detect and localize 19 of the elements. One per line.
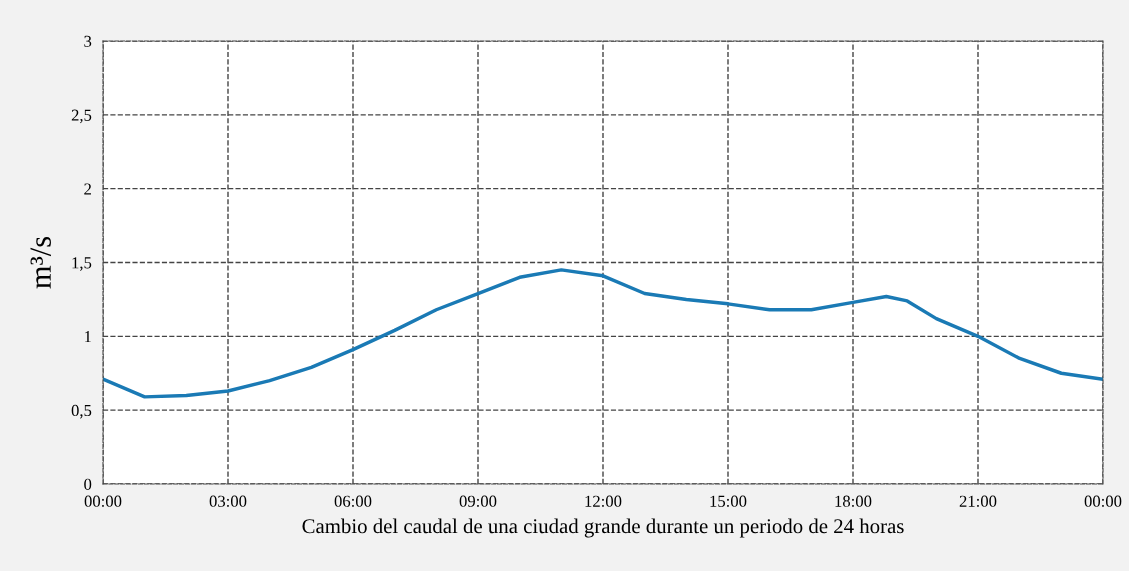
x-axis-title: Cambio del caudal de una ciudad grande durante un periodo de 24 horas xyxy=(302,518,904,538)
x-tick-label: 18:00 xyxy=(835,495,872,507)
x-tick-label: 03:00 xyxy=(209,495,247,507)
x-tick-label: 15:00 xyxy=(710,495,747,507)
y-tick-label: 2,5 xyxy=(71,109,92,124)
y-tick-label: 1,5 xyxy=(72,257,92,271)
x-tick-label: 00:00 xyxy=(1084,495,1122,507)
y-tick-label: 1 xyxy=(85,331,91,343)
x-tick-label: 12:00 xyxy=(585,495,622,507)
x-tick-label: 00:00 xyxy=(84,495,122,507)
line-series xyxy=(103,268,1103,399)
x-tick-label: 21:00 xyxy=(959,495,997,507)
y-tick-label: 2 xyxy=(84,183,91,195)
x-tick-label: 09:00 xyxy=(459,495,497,507)
y-tick-label: 3 xyxy=(84,35,92,47)
y-tick-label: 0,5 xyxy=(71,404,92,419)
x-tick-label: 06:00 xyxy=(334,495,372,507)
y-tick-label: 0 xyxy=(84,478,92,490)
y-axis-title: m³/s xyxy=(30,236,51,289)
